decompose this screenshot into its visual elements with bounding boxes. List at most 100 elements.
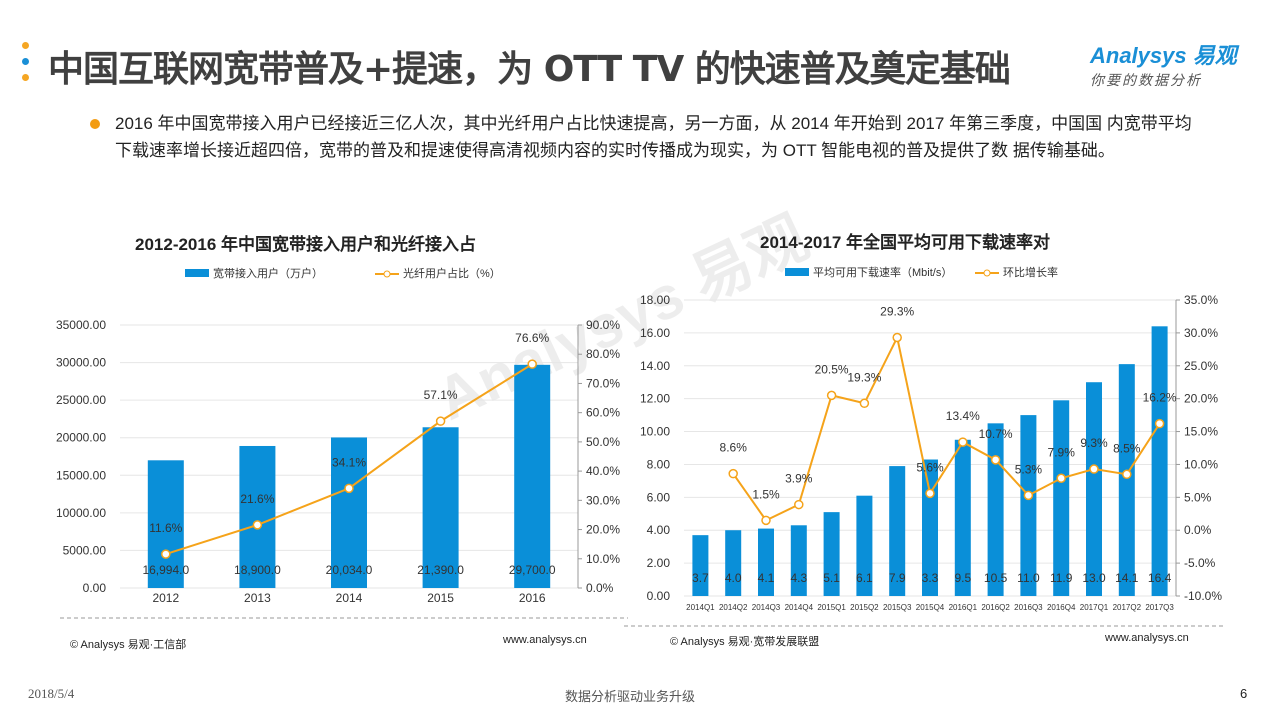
line-value-label: 8.5% — [1113, 441, 1141, 455]
x-tick-label: 2015 — [427, 591, 454, 605]
y2-tick-label: 30.0% — [1184, 326, 1218, 340]
x-tick-label: 2015Q3 — [883, 603, 912, 612]
line-point — [990, 455, 1001, 465]
bar — [422, 427, 459, 588]
bar-value-label: 13.0 — [1082, 571, 1106, 585]
bar-value-label: 9.5 — [954, 571, 971, 585]
line-point — [761, 515, 771, 526]
y2-tick-label: 20.0% — [1184, 392, 1218, 406]
line-value-label: 57.1% — [424, 388, 458, 402]
y-tick-label: 20000.00 — [56, 431, 106, 445]
bar-value-label: 3.3 — [922, 571, 939, 585]
y2-tick-label: 10.0% — [586, 552, 620, 566]
x-tick-label: 2012 — [152, 591, 179, 605]
legend-line-label: 光纤用户占比（%） — [403, 266, 501, 280]
x-tick-label: 2016Q4 — [1047, 603, 1076, 612]
chart1-title: 2012-2016 年中国宽带接入用户和光纤接入占 — [135, 235, 477, 254]
bar — [889, 466, 906, 596]
line-point — [1089, 464, 1099, 474]
y2-tick-label: -10.0% — [1184, 589, 1222, 603]
bar-value-label: 11.0 — [1017, 571, 1040, 585]
y2-tick-label: 60.0% — [586, 406, 620, 420]
bar-value-label: 16,994.0 — [142, 563, 189, 577]
x-tick-label: 2016Q3 — [1014, 603, 1043, 612]
logo-slogan: 你要的数据分析 — [1090, 72, 1202, 88]
line-value-label: 7.9% — [1048, 445, 1076, 459]
bar-value-label: 11.9 — [1050, 571, 1073, 585]
x-tick-label: 2016Q2 — [981, 603, 1010, 612]
line-point — [925, 488, 935, 499]
y2-tick-label: -5.0% — [1184, 556, 1216, 570]
line-value-label: 34.1% — [332, 455, 366, 469]
line-value-label: 9.3% — [1080, 436, 1108, 450]
line-value-label: 1.5% — [752, 487, 780, 501]
y-tick-label: 15000.00 — [56, 468, 106, 482]
bar — [514, 364, 551, 588]
chart1-url[interactable]: www.analysys.cn — [503, 634, 587, 646]
line-value-label: 21.6% — [240, 492, 274, 506]
line-value-label: 20.5% — [815, 362, 849, 376]
line-point — [794, 499, 804, 510]
title-dots — [22, 42, 29, 90]
y2-tick-label: 40.0% — [586, 464, 620, 478]
line-point — [252, 520, 263, 530]
x-tick-label: 2015Q4 — [916, 603, 945, 612]
y-tick-label: 35000.00 — [56, 318, 106, 332]
legend-bar-label: 平均可用下载速率（Mbit/s） — [813, 265, 952, 279]
bar — [1053, 400, 1070, 596]
summary-bullet: 2016 年中国宽带接入用户已经接近三亿人次，其中光纤用户占比快速提高，另一方面… — [90, 110, 1200, 164]
x-tick-label: 2017Q1 — [1080, 603, 1109, 612]
x-tick-label: 2014Q4 — [785, 603, 814, 612]
x-tick-label: 2014Q2 — [719, 603, 748, 612]
bar — [823, 512, 840, 596]
y2-tick-label: 25.0% — [1184, 359, 1218, 373]
x-tick-label: 2017Q3 — [1145, 603, 1174, 612]
y2-tick-label: 30.0% — [586, 493, 620, 507]
bar-value-label: 3.7 — [692, 571, 709, 585]
x-tick-label: 2017Q2 — [1113, 603, 1142, 612]
bar-value-label: 21,390.0 — [417, 563, 464, 577]
y2-tick-label: 15.0% — [1184, 425, 1218, 439]
line-point — [1122, 469, 1132, 480]
chart2-title: 2014-2017 年全国平均可用下载速率对 — [760, 233, 1051, 252]
line-point — [344, 483, 354, 494]
line-point — [859, 398, 870, 409]
bar — [725, 530, 742, 596]
bar-value-label: 14.1 — [1115, 571, 1139, 585]
line-value-label: 8.6% — [720, 441, 748, 455]
bar-value-label: 16.4 — [1148, 571, 1172, 585]
line-value-label: 3.9% — [785, 472, 813, 486]
legend-line-marker — [383, 270, 391, 278]
y2-tick-label: 10.0% — [1184, 457, 1218, 471]
bar — [331, 437, 367, 588]
line-value-label: 13.4% — [946, 409, 980, 423]
y2-tick-label: 70.0% — [586, 376, 620, 390]
x-tick-label: 2016 — [519, 591, 546, 605]
line-value-label: 16.2% — [1143, 391, 1177, 405]
bar-value-label: 29,700.0 — [509, 563, 556, 577]
line-value-label: 29.3% — [880, 304, 914, 318]
y-tick-label: 10000.00 — [56, 506, 106, 520]
y2-tick-label: 5.0% — [1184, 490, 1212, 504]
x-tick-label: 2016Q1 — [949, 603, 978, 612]
line-point — [892, 332, 902, 343]
chart2-url[interactable]: www.analysys.cn — [1105, 632, 1189, 644]
bar — [758, 528, 774, 596]
x-tick-label: 2014Q3 — [752, 603, 781, 612]
footer-slogan: 数据分析驱动业务升级 — [565, 689, 696, 704]
y2-tick-label: 0.0% — [586, 581, 614, 595]
line-value-label: 11.6% — [149, 521, 182, 535]
y-tick-label: 0.00 — [647, 589, 671, 603]
bar — [987, 423, 1004, 596]
y-tick-label: 6.00 — [647, 490, 671, 504]
y2-tick-label: 20.0% — [586, 523, 620, 537]
line-value-label: 5.3% — [1015, 462, 1043, 476]
bar-value-label: 4.1 — [758, 571, 775, 585]
line-point — [958, 437, 968, 447]
y-tick-label: 2.00 — [647, 556, 671, 570]
page-number: 6 — [1240, 686, 1248, 701]
y2-tick-label: 50.0% — [586, 435, 620, 449]
bar-value-label: 6.1 — [856, 571, 873, 585]
line-value-label: 10.7% — [979, 427, 1013, 441]
